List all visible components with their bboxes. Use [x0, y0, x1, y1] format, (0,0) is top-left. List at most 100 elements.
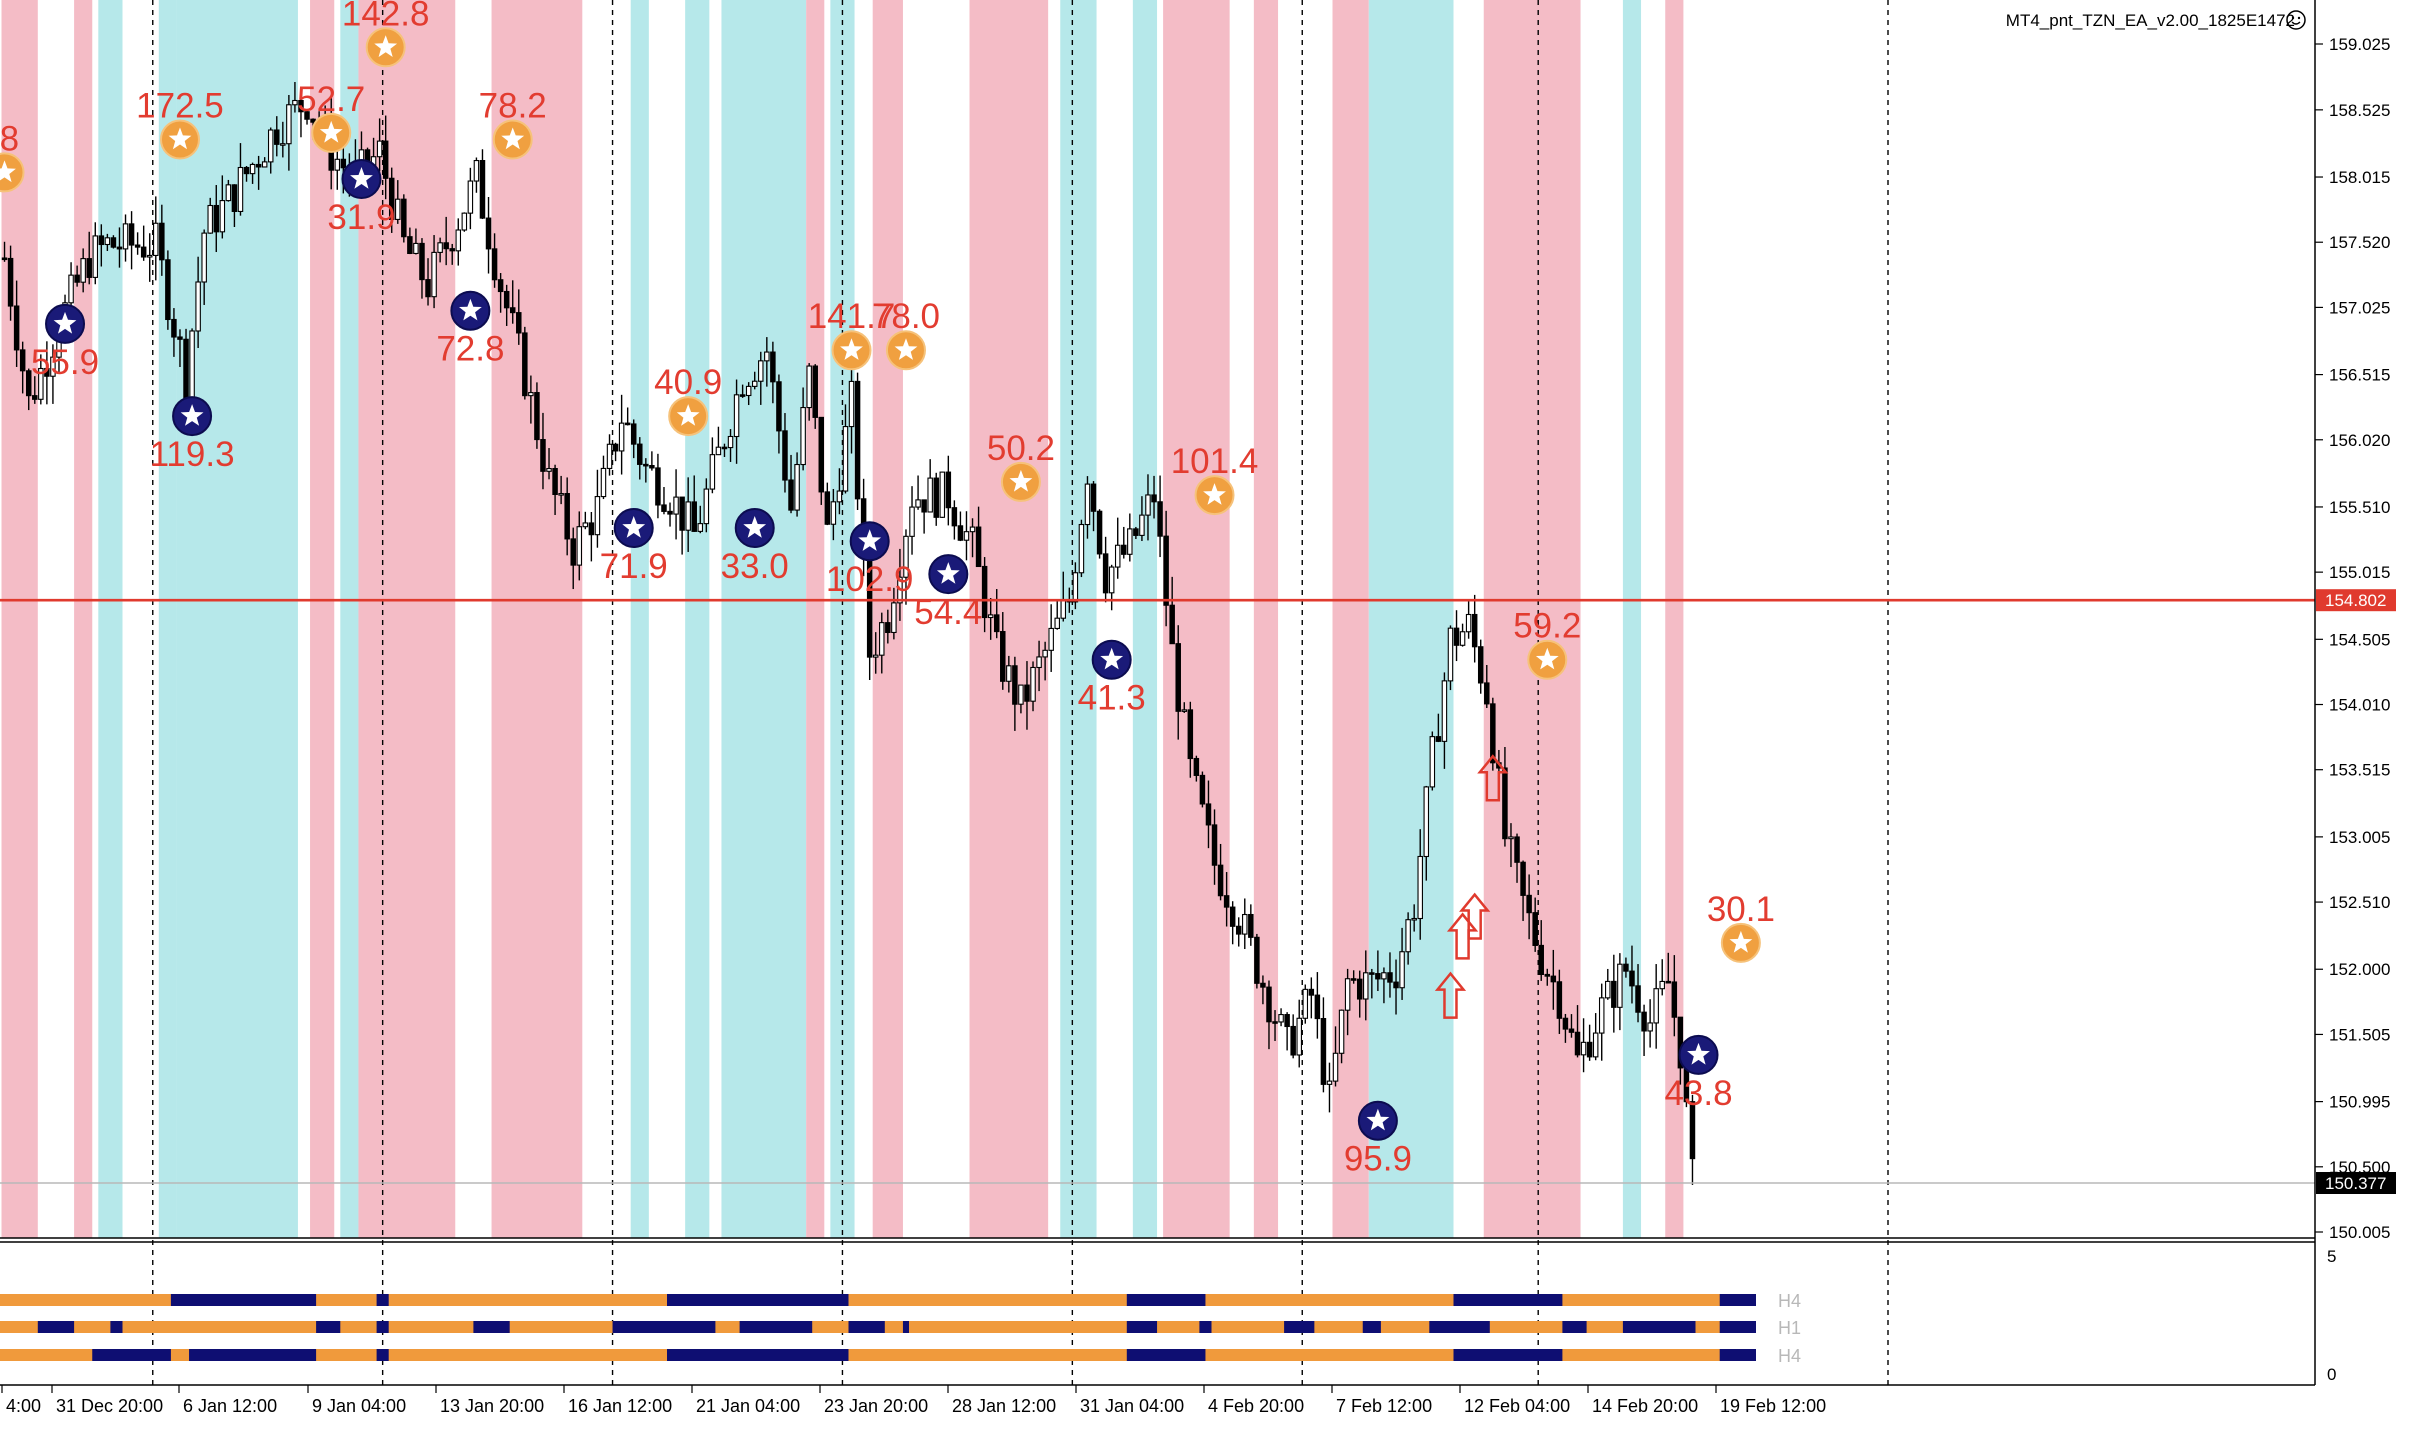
candle [1187, 701, 1194, 778]
candle-body [1205, 803, 1212, 826]
candle-body [1199, 774, 1206, 805]
buy-signal-star-icon[interactable]: 41.3 [1078, 639, 1146, 718]
candle [691, 475, 697, 532]
sell-signal-star-icon[interactable]: 78.0 [872, 297, 940, 371]
star-icon [1366, 1108, 1390, 1131]
strength-bar-navy [1199, 1321, 1212, 1333]
sell-signal-star-icon[interactable]: .8 [0, 119, 25, 193]
strength-bar-navy [376, 1294, 389, 1306]
candle [1090, 481, 1097, 532]
candle-body [1592, 1032, 1599, 1058]
candle [431, 235, 437, 309]
strength-bar-navy [376, 1321, 389, 1333]
sell-signal-star-icon[interactable]: 78.2 [479, 86, 547, 160]
sell-signal-star-icon[interactable]: 101.4 [1171, 442, 1259, 516]
signal-label: 141.7 [808, 297, 896, 336]
strength-bar-navy [37, 1321, 75, 1333]
candle [473, 157, 480, 193]
price-tick-label: 155.510 [2329, 498, 2390, 517]
candle [1465, 600, 1472, 639]
buy-signal-star-icon[interactable]: 31.9 [327, 159, 396, 237]
candle-body [1653, 988, 1659, 1024]
candle-body [830, 501, 837, 525]
star-icon [459, 298, 482, 321]
candle-body [963, 531, 970, 541]
candle [1054, 600, 1060, 630]
candle-body [388, 177, 395, 220]
candle [159, 204, 165, 276]
signal-label: 78.0 [872, 297, 940, 336]
candle-body [1514, 836, 1520, 863]
buy-signal-star-icon[interactable]: 119.3 [150, 396, 235, 474]
sell-signal-star-icon[interactable]: 172.5 [136, 86, 224, 160]
star-icon [0, 160, 16, 183]
price-level-tag-bg [2316, 1172, 2396, 1195]
up-arrow-icon [1477, 754, 1509, 802]
candle [751, 371, 758, 390]
candle [1671, 955, 1678, 1037]
candle-body [419, 242, 425, 281]
price-level-tag-label: 150.377 [2325, 1174, 2386, 1193]
time-tick-label: 23 Jan 20:00 [824, 1396, 928, 1416]
candle-body [1296, 1017, 1302, 1056]
sell-signal-star-icon[interactable]: 30.1 [1707, 890, 1775, 963]
sell-signal-star-icon[interactable]: 40.9 [654, 363, 722, 437]
buy-signal-star-icon[interactable]: 33.0 [721, 508, 789, 586]
session-band-cyan [721, 0, 807, 1238]
candle-body [1580, 1041, 1587, 1056]
candle [1157, 475, 1163, 558]
strength-row-h4: H4 [0, 1291, 1801, 1311]
candle-body [1223, 895, 1230, 908]
candle-body [1356, 978, 1363, 1000]
candle [1502, 747, 1508, 847]
candle-body [116, 246, 123, 250]
candle-body [249, 163, 256, 175]
candle [836, 468, 843, 515]
buy-signal-star-icon[interactable]: 72.8 [436, 290, 504, 369]
signal-label: 43.8 [1664, 1074, 1732, 1113]
candle [764, 337, 770, 387]
strength-bar-navy [1284, 1321, 1315, 1333]
candle-body [1211, 824, 1218, 866]
buy-signal-star-icon[interactable]: 54.4 [914, 554, 982, 632]
candle-body [134, 244, 141, 248]
candle-body [1338, 1009, 1345, 1054]
buy-signal-star-icon[interactable]: 102.9 [826, 521, 914, 599]
sell-signal-star-icon[interactable]: 52.7 [297, 80, 365, 153]
strength-bar-navy [376, 1349, 389, 1361]
buy-signal-star-icon[interactable]: 43.8 [1664, 1034, 1733, 1113]
strength-bar-navy [848, 1321, 885, 1333]
session-band-cyan [1368, 0, 1454, 1238]
sell-signal-star-icon[interactable]: 59.2 [1513, 607, 1581, 680]
candle [1030, 661, 1036, 712]
candle-body [189, 330, 195, 400]
candle [274, 116, 280, 157]
star-icon [622, 516, 646, 538]
candle [1006, 655, 1012, 693]
price-level-tag: 154.802 [2316, 589, 2396, 612]
candle-body [1550, 975, 1557, 983]
candle-body [449, 248, 455, 252]
candle-body [522, 332, 528, 397]
candle [503, 284, 510, 326]
candle [1308, 977, 1315, 1019]
candle-body [921, 499, 927, 513]
candle-body [497, 279, 504, 293]
sell-signal-star-icon[interactable]: 141.7 [808, 297, 896, 371]
time-tick-label: 31 Dec 20:00 [56, 1396, 163, 1416]
candle [582, 511, 589, 530]
candle [1520, 860, 1526, 921]
candle [80, 248, 86, 293]
strength-row-label: H4 [1778, 1291, 1801, 1311]
candle-body [1363, 972, 1369, 1000]
time-tick-label: 12 Feb 04:00 [1464, 1396, 1570, 1416]
buy-signal-star-icon[interactable]: 71.9 [600, 508, 668, 586]
buy-signal-star-icon[interactable]: 95.9 [1344, 1100, 1412, 1179]
signal-label: 30.1 [1707, 890, 1775, 929]
buy-signal-star-icon[interactable]: 55.9 [31, 303, 99, 382]
sell-signal-star-icon[interactable]: 142.8 [342, 0, 430, 68]
candle [467, 167, 474, 230]
sell-signal-star-icon[interactable]: 50.2 [987, 429, 1055, 502]
